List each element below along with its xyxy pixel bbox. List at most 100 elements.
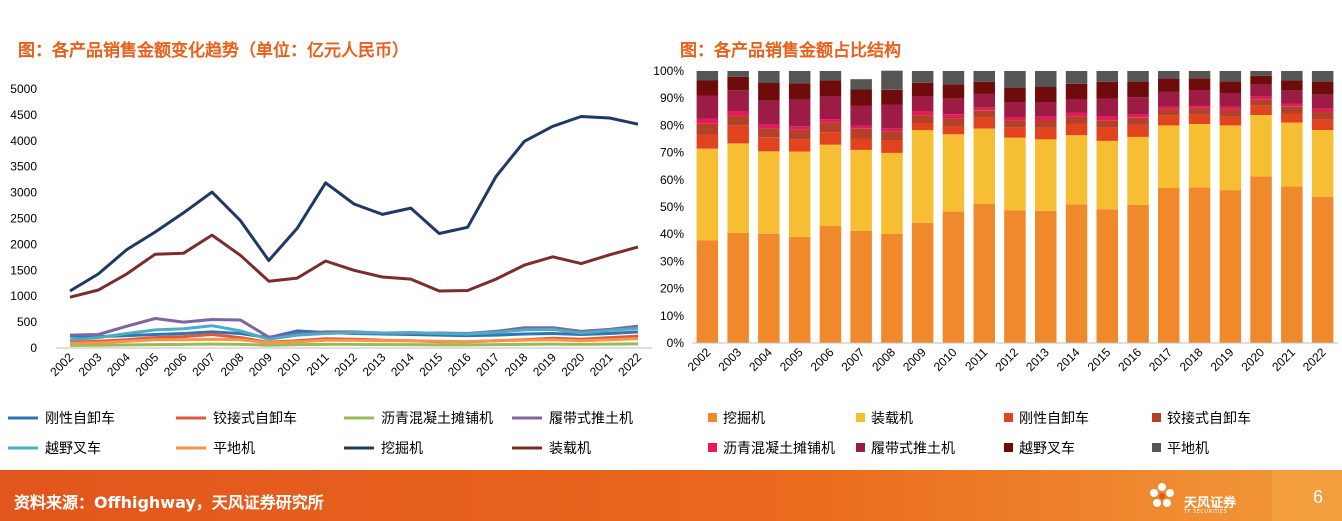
logo-flower-icon: [1150, 483, 1174, 507]
bar-segment: [911, 115, 934, 123]
bar-segment: [788, 71, 811, 84]
bar-segment: [758, 137, 780, 152]
bar-segment: [911, 222, 934, 343]
bar-segment: [1004, 120, 1026, 128]
x-tick-label: 2021: [1269, 345, 1298, 374]
bar-segment: [1004, 127, 1026, 138]
legend-label: 挖掘机: [723, 411, 765, 427]
bar-segment: [1158, 125, 1180, 188]
bar-segment: [1004, 102, 1026, 117]
y-tick-label: 10%: [660, 309, 684, 323]
legend-label: 沥青混凝土摊铺机: [381, 411, 493, 427]
y-tick-label: 0%: [667, 336, 685, 350]
series-line: [69, 337, 639, 345]
bar-segment: [973, 110, 995, 118]
bar-segment: [1281, 90, 1303, 104]
bar-segment: [850, 149, 872, 231]
bar-segment: [942, 211, 965, 343]
x-tick-label: 2007: [839, 345, 868, 374]
bar-segment: [942, 125, 965, 135]
x-tick-label: 2007: [189, 350, 218, 379]
bar-segment: [1096, 140, 1118, 210]
bar-segment: [696, 118, 719, 124]
legend-label: 沥青混凝土摊铺机: [723, 441, 835, 457]
bar-segment: [1250, 105, 1272, 115]
bar-segment: [1311, 108, 1334, 112]
x-tick-label: 2004: [104, 350, 133, 379]
bar-segment: [1035, 127, 1057, 140]
y-tick-label: 5000: [10, 82, 37, 96]
y-tick-label: 90%: [660, 91, 684, 105]
x-tick-label: 2004: [746, 345, 775, 374]
bar-segment: [1096, 116, 1118, 121]
bar-segment: [973, 71, 995, 82]
bar-segment: [942, 134, 965, 212]
bar-segment: [1096, 127, 1118, 141]
bar-chart-title: 图：各产品销售金额占比结构: [680, 41, 901, 61]
y-tick-label: 70%: [660, 146, 684, 160]
series-line: [69, 233, 639, 299]
bar-segment: [1219, 81, 1242, 93]
x-tick-label: 2003: [715, 345, 744, 374]
bar-segment: [1127, 81, 1149, 98]
bar-segment: [1219, 125, 1242, 191]
bar-segment: [881, 89, 903, 105]
x-tick-label: 2021: [587, 350, 616, 379]
legend-swatch: [1004, 443, 1013, 452]
bar-segment: [1035, 71, 1057, 87]
bar-segment: [696, 240, 719, 343]
legend-label: 履带式推土机: [549, 411, 633, 427]
charts-canvas: 0 500 1000 1500 2000 2500 3000 3500 4000 4500 5000…: [8, 64, 1338, 457]
bar-segment: [1188, 90, 1211, 106]
bar-segment: [881, 70, 903, 90]
bar-segment: [819, 122, 842, 133]
legend-label: 越野叉车: [1019, 440, 1075, 457]
bar-segment: [1065, 123, 1088, 136]
bar-segment: [788, 126, 811, 130]
y-tick-label: 60%: [660, 173, 684, 187]
bar-segment: [1311, 119, 1334, 130]
bar-segment: [1158, 115, 1180, 126]
x-tick-label: 2020: [559, 350, 588, 379]
x-tick-label: 2012: [992, 345, 1021, 374]
x-tick-label: 2020: [1238, 345, 1267, 374]
legend-swatch: [1004, 413, 1013, 422]
bar-segment: [1250, 96, 1272, 100]
legend-label: 刚性自卸车: [1019, 410, 1089, 427]
bar-segment: [727, 76, 749, 91]
legend-label: 平地机: [213, 441, 255, 457]
bar-segment: [1188, 78, 1211, 90]
bar-segment: [850, 128, 872, 139]
bar-segment: [1188, 105, 1211, 108]
bar-segment: [942, 84, 965, 99]
y-tick-label: 4500: [10, 108, 37, 122]
bar-segment: [819, 144, 842, 226]
bar-segment: [1281, 186, 1303, 343]
bar-segment: [1158, 91, 1180, 107]
bar-segment: [881, 233, 903, 343]
y-tick-label: 80%: [660, 118, 684, 132]
source-note: 资料来源：Offhighway，天风证券研究所: [14, 493, 324, 512]
bar-segment: [973, 93, 995, 108]
bar-segment: [1127, 136, 1149, 205]
bar-segment: [758, 100, 780, 125]
x-tick-label: 2010: [275, 350, 304, 379]
legend-swatch: [708, 443, 717, 452]
footer-background: [0, 470, 1342, 521]
logo-text: 天风证券: [1184, 496, 1237, 511]
bar-segment: [819, 226, 842, 343]
bar-segment: [1127, 97, 1149, 115]
bar-segment: [1158, 109, 1180, 116]
logo-subtext: TF SECURITIES: [1184, 509, 1228, 515]
bar-segment: [911, 123, 934, 131]
x-tick-label: 2022: [1300, 345, 1329, 374]
bar-segment: [819, 71, 842, 81]
bar-segment: [1219, 190, 1242, 343]
bar-segment: [1035, 120, 1057, 128]
bar-segment: [1250, 176, 1272, 343]
x-tick-label: 2006: [161, 350, 190, 379]
bar-segment: [1281, 71, 1303, 81]
footer-bar: 资料来源：Offhighway，天风证券研究所 天风证券 TF SECURITI…: [0, 470, 1342, 521]
bar-segment: [788, 129, 811, 140]
x-tick-label: 2013: [360, 350, 389, 379]
